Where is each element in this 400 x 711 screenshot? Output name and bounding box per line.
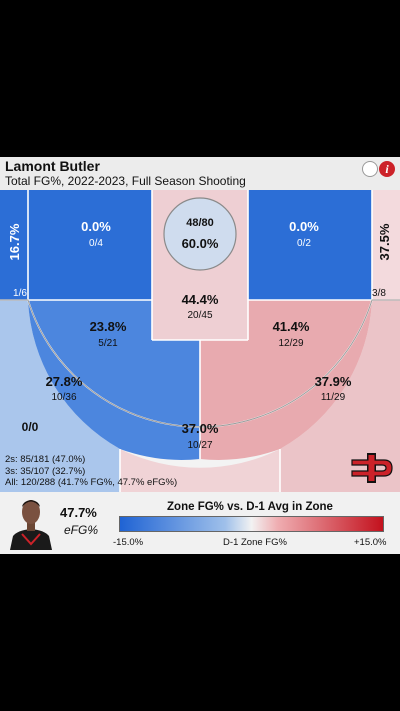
court-heatmap: 0.0% 0/4 0.0% 0/2 16.7% 1/6 48/80 60.0% … (0, 190, 400, 492)
totals-threes: 3s: 35/107 (32.7%) (5, 465, 86, 477)
label-restricted-frac: 48/80 (186, 217, 214, 229)
label-right-wing-frac: 11/29 (321, 392, 346, 403)
label-left-baseline-pct: 0.0% (81, 219, 111, 234)
label-left-baseline-frac: 0/4 (89, 238, 103, 249)
chart-subtitle: Total FG%, 2022-2023, Full Season Shooti… (5, 174, 246, 188)
label-top-key-frac: 10/27 (187, 440, 212, 451)
label-restricted-pct: 60.0% (182, 236, 219, 251)
chart-footer: 47.7% eFG% Zone FG% vs. D-1 Avg in Zone … (0, 492, 400, 554)
zone-right-corner-3 (372, 190, 400, 300)
label-left-wing-frac: 10/36 (51, 392, 76, 403)
zone-left-elbow-mid (28, 300, 200, 460)
zone-left-wing-3 (0, 300, 120, 492)
player-avatar (8, 494, 54, 550)
chart-header: Lamont Butler Total FG%, 2022-2023, Full… (0, 157, 400, 190)
label-left-wing-pct: 27.8% (46, 374, 83, 389)
label-left-corner-frac: 1/6 (13, 288, 27, 299)
label-paint-frac: 20/45 (187, 310, 212, 321)
zone-top-key-3 (120, 449, 280, 492)
legend-mid-label: D-1 Zone FG% (223, 537, 287, 548)
totals-all: All: 120/288 (41.7% FG%, 47.7% eFG%) (5, 477, 178, 488)
label-left-elbow-frac: 5/21 (98, 338, 118, 349)
label-right-corner-frac: 3/8 (372, 288, 386, 299)
legend-max-label: +15.0% (354, 537, 387, 548)
zone-right-wing-3 (280, 300, 400, 492)
zone-left-baseline-mid (28, 190, 152, 300)
label-right-baseline-frac: 0/2 (297, 238, 311, 249)
efg-value: 47.7% (60, 505, 97, 520)
zone-right-baseline-mid (248, 190, 372, 300)
team-logo (351, 453, 393, 483)
legend-min-label: -15.0% (113, 537, 144, 548)
label-right-corner-pct: 37.5% (377, 223, 392, 260)
efg-label: eFG% (64, 523, 99, 537)
info-icon[interactable]: i (379, 161, 395, 177)
label-right-elbow-pct: 41.4% (273, 319, 310, 334)
label-right-elbow-frac: 12/29 (278, 338, 303, 349)
label-right-baseline-pct: 0.0% (289, 219, 319, 234)
legend-color-scale (119, 516, 384, 532)
circle-toggle-icon[interactable] (362, 161, 378, 177)
label-paint-pct: 44.4% (182, 292, 219, 307)
label-left-elbow-pct: 23.8% (90, 319, 127, 334)
zone-left-corner-3 (0, 190, 28, 300)
zone-restricted-area (164, 198, 236, 270)
totals-twos: 2s: 85/181 (47.0%) (5, 454, 86, 465)
shot-chart-card: Lamont Butler Total FG%, 2022-2023, Full… (0, 157, 400, 554)
player-name: Lamont Butler (5, 158, 100, 174)
legend-title: Zone FG% vs. D-1 Avg in Zone (167, 501, 333, 513)
label-right-wing-pct: 37.9% (315, 374, 352, 389)
label-left-corner-pct: 16.7% (7, 223, 22, 260)
label-top-key-pct: 37.0% (182, 421, 219, 436)
label-backcourt-frac: 0/0 (22, 420, 39, 434)
zone-right-elbow-mid (200, 300, 372, 460)
shooting-totals: 2s: 85/181 (47.0%) 3s: 35/107 (32.7%) Al… (5, 454, 177, 489)
